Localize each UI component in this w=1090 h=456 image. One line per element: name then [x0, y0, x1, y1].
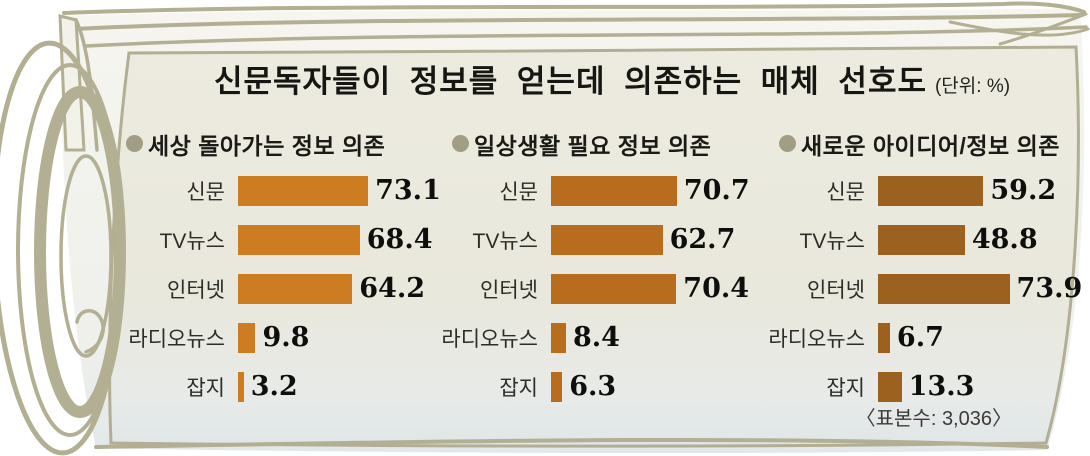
bar — [551, 322, 566, 353]
category-label: TV뉴스 — [159, 229, 225, 253]
bar-row: 인터넷 73.9 — [752, 264, 1090, 313]
value-label: 6.3 — [569, 371, 617, 402]
value-label: 70.4 — [683, 273, 750, 304]
category-label: 인터넷 — [807, 278, 865, 302]
bar-row: TV뉴스 62.7 — [425, 215, 775, 264]
value-label: 70.7 — [683, 175, 750, 206]
bar — [878, 224, 965, 255]
series-header: 세상 돌아가는 정보 의존 — [112, 121, 462, 166]
value-label: 73.9 — [1016, 273, 1083, 304]
category-label: 라디오뉴스 — [441, 327, 538, 351]
value-label: 48.8 — [971, 224, 1038, 255]
chart-title-text: 신문독자들이 정보를 얻는데 의존하는 매체 선호도 — [214, 64, 927, 99]
bar-row: 라디오뉴스 6.7 — [752, 313, 1090, 362]
category-label: 잡지 — [186, 376, 225, 400]
stacked-sheet-lines — [62, 1, 1090, 48]
value-label: 64.2 — [359, 273, 426, 304]
bar — [878, 322, 890, 353]
series-header-label: 일상생활 필요 정보 의존 — [474, 132, 712, 159]
bar — [551, 224, 663, 255]
bar — [551, 371, 563, 402]
chart-unit-label: (단위: %) — [934, 76, 1011, 97]
series-column-daily-life: 일상생활 필요 정보 의존 신문 70.7 TV뉴스 62.7 인터넷 70.4… — [425, 121, 775, 411]
category-label: 신문 — [186, 180, 225, 204]
bar-row: 신문 73.1 — [112, 166, 462, 215]
bar — [238, 224, 360, 255]
bullet-icon — [126, 135, 143, 152]
value-label: 3.2 — [250, 371, 298, 402]
bar — [878, 175, 984, 206]
value-label: 13.3 — [908, 371, 975, 402]
category-label: 잡지 — [826, 376, 865, 400]
bullet-icon — [452, 135, 469, 152]
series-column-world-news: 세상 돌아가는 정보 의존 신문 73.1 TV뉴스 68.4 인터넷 64.2… — [112, 121, 462, 411]
value-label: 68.4 — [366, 224, 433, 255]
category-label: 신문 — [826, 180, 865, 204]
bar — [238, 175, 369, 206]
category-label: 잡지 — [499, 376, 538, 400]
bar-row: 인터넷 70.4 — [425, 264, 775, 313]
bar-row: 인터넷 64.2 — [112, 264, 462, 313]
series-header-label: 새로운 아이디어/정보 의존 — [801, 132, 1060, 159]
roll-spiral — [0, 40, 126, 456]
value-label: 73.1 — [375, 175, 441, 206]
chart-title: 신문독자들이 정보를 얻는데 의존하는 매체 선호도 (단위: %) — [214, 56, 1010, 101]
bullet-icon — [779, 135, 796, 152]
bar — [551, 175, 677, 206]
value-label: 8.4 — [572, 322, 620, 353]
bar-row: TV뉴스 48.8 — [752, 215, 1090, 264]
category-label: 신문 — [499, 180, 538, 204]
bar — [238, 371, 244, 402]
bar-row: TV뉴스 68.4 — [112, 215, 462, 264]
value-label: 59.2 — [990, 175, 1057, 206]
category-label: 인터넷 — [480, 278, 538, 302]
bar — [878, 371, 902, 402]
bar — [238, 273, 353, 304]
bar — [551, 273, 677, 304]
bar-row: 잡지 13.3 — [752, 362, 1090, 411]
roll-bottom-edge — [94, 437, 1049, 449]
category-label: 라디오뉴스 — [128, 327, 225, 351]
bar-row: 잡지 6.3 — [425, 362, 775, 411]
category-label: TV뉴스 — [799, 229, 865, 253]
series-header-label: 세상 돌아가는 정보 의존 — [148, 132, 386, 159]
bar — [878, 273, 1010, 304]
bar-row: 라디오뉴스 9.8 — [112, 313, 462, 362]
series-header: 새로운 아이디어/정보 의존 — [752, 121, 1090, 166]
value-label: 9.8 — [262, 322, 310, 353]
bar — [238, 322, 256, 353]
category-label: 인터넷 — [167, 278, 225, 302]
bar-row: 잡지 3.2 — [112, 362, 462, 411]
value-label: 6.7 — [896, 322, 944, 353]
bar-row: 신문 70.7 — [425, 166, 775, 215]
series-header: 일상생활 필요 정보 의존 — [425, 121, 775, 166]
category-label: 라디오뉴스 — [768, 327, 865, 351]
bar-row: 신문 59.2 — [752, 166, 1090, 215]
value-label: 62.7 — [669, 224, 736, 255]
category-label: TV뉴스 — [472, 229, 538, 253]
bar-row: 라디오뉴스 8.4 — [425, 313, 775, 362]
sample-size-note: 〈표본수: 3,036〉 — [855, 408, 1012, 430]
series-column-new-ideas: 새로운 아이디어/정보 의존 신문 59.2 TV뉴스 48.8 인터넷 73.… — [752, 121, 1090, 411]
